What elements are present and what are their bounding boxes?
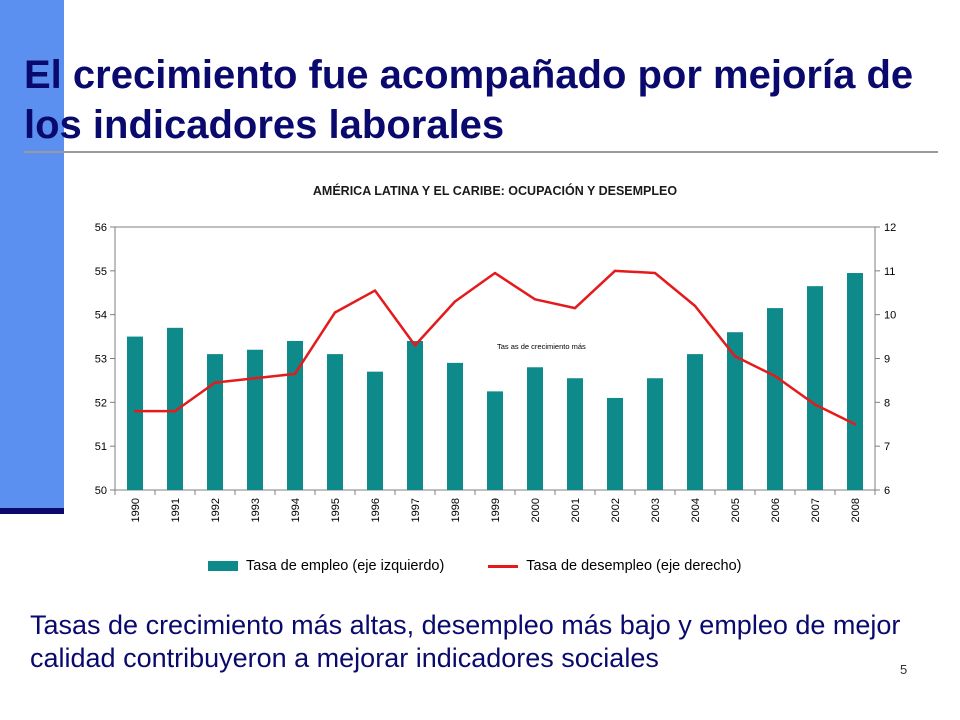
point-unemployment <box>253 377 257 380</box>
accent-side-bar-tick <box>0 508 64 514</box>
x-tick-label: 1995 <box>330 498 342 522</box>
bar-employment <box>287 340 303 490</box>
point-unemployment <box>453 300 457 303</box>
x-tick-label: 2004 <box>690 498 702 522</box>
chart-title: AMÉRICA LATINA Y EL CARIBE: OCUPACIÓN Y … <box>312 184 678 198</box>
y-left-tick-label: 55 <box>95 266 107 278</box>
bar-employment <box>487 391 503 490</box>
chart-legend: Tasa de empleo (eje izquierdo) Tasa de d… <box>208 556 742 576</box>
point-unemployment <box>413 344 417 347</box>
x-tick-label: 1999 <box>490 498 502 522</box>
x-tick-label: 2000 <box>530 498 542 522</box>
point-unemployment <box>813 403 817 406</box>
y-right-tick-label: 10 <box>884 310 896 322</box>
chart-annotation: Tas as de crecimiento más <box>497 342 586 351</box>
point-unemployment <box>373 289 377 292</box>
title-underline <box>24 151 938 153</box>
bar-employment <box>247 349 263 490</box>
point-unemployment <box>333 311 337 314</box>
point-unemployment <box>493 271 497 275</box>
x-tick-label: 2007 <box>810 498 822 522</box>
bar-employment <box>447 362 463 490</box>
point-unemployment <box>293 372 297 376</box>
legend-label-employment: Tasa de empleo (eje izquierdo) <box>246 558 445 574</box>
x-tick-label: 1991 <box>170 498 182 522</box>
y-right-tick-label: 9 <box>884 354 890 366</box>
y-left-tick-label: 51 <box>95 441 107 453</box>
bar-employment <box>567 378 583 490</box>
y-left-tick-label: 53 <box>95 354 107 366</box>
slide-title: El crecimiento fue acompañado por mejorí… <box>24 53 914 147</box>
bar-employment <box>687 354 703 490</box>
x-tick-label: 1990 <box>130 498 142 522</box>
x-tick-label: 2005 <box>730 498 742 522</box>
x-tick-label: 2002 <box>610 498 622 522</box>
x-tick-label: 2003 <box>650 498 662 522</box>
point-unemployment <box>573 306 577 310</box>
bar-employment <box>407 340 423 490</box>
point-unemployment <box>133 409 137 413</box>
bar-employment <box>807 286 823 490</box>
bar-employment <box>767 308 783 490</box>
x-tick-label: 1998 <box>450 498 462 522</box>
bar-employment <box>727 332 743 490</box>
x-tick-label: 1996 <box>370 498 382 522</box>
bar-employment <box>607 397 623 490</box>
point-unemployment <box>533 298 537 301</box>
y-left-tick-label: 56 <box>95 222 107 234</box>
bar-employment <box>167 327 183 490</box>
point-unemployment <box>853 423 857 426</box>
bar-employment <box>647 378 663 490</box>
x-tick-label: 2001 <box>570 498 582 522</box>
accent-side-bar <box>0 0 64 510</box>
point-unemployment <box>733 355 737 358</box>
y-right-tick-label: 8 <box>884 397 890 409</box>
legend-label-unemployment: Tasa de desempleo (eje derecho) <box>526 558 742 574</box>
bar-employment <box>127 336 143 490</box>
slide-body-text: Tasas de crecimiento más altas, desemple… <box>30 610 901 673</box>
y-right-tick-label: 12 <box>884 222 896 234</box>
point-unemployment <box>693 304 697 308</box>
x-tick-label: 1992 <box>210 498 222 522</box>
y-right-tick-label: 7 <box>884 441 890 453</box>
point-unemployment <box>613 269 617 273</box>
x-tick-label: 1994 <box>290 498 302 522</box>
point-unemployment <box>653 271 657 275</box>
y-left-tick-label: 50 <box>95 485 107 497</box>
x-tick-label: 1993 <box>250 498 262 522</box>
x-tick-label: 2006 <box>770 498 782 522</box>
point-unemployment <box>173 409 177 413</box>
bar-employment <box>327 354 343 490</box>
y-right-tick-label: 6 <box>884 485 890 497</box>
page-number: 5 <box>900 662 908 677</box>
legend-swatch-unemployment <box>488 564 519 568</box>
point-unemployment <box>773 374 777 378</box>
bar-employment <box>367 371 383 490</box>
point-unemployment <box>213 381 217 384</box>
legend-swatch-employment <box>208 561 238 571</box>
x-tick-label: 1997 <box>410 498 422 522</box>
x-tick-label: 2008 <box>850 498 862 522</box>
y-left-tick-label: 54 <box>95 310 107 322</box>
bar-employment <box>207 354 223 490</box>
bar-employment <box>527 367 543 490</box>
y-left-tick-label: 52 <box>95 397 107 409</box>
bar-employment <box>847 273 863 490</box>
y-right-tick-label: 11 <box>884 266 895 278</box>
